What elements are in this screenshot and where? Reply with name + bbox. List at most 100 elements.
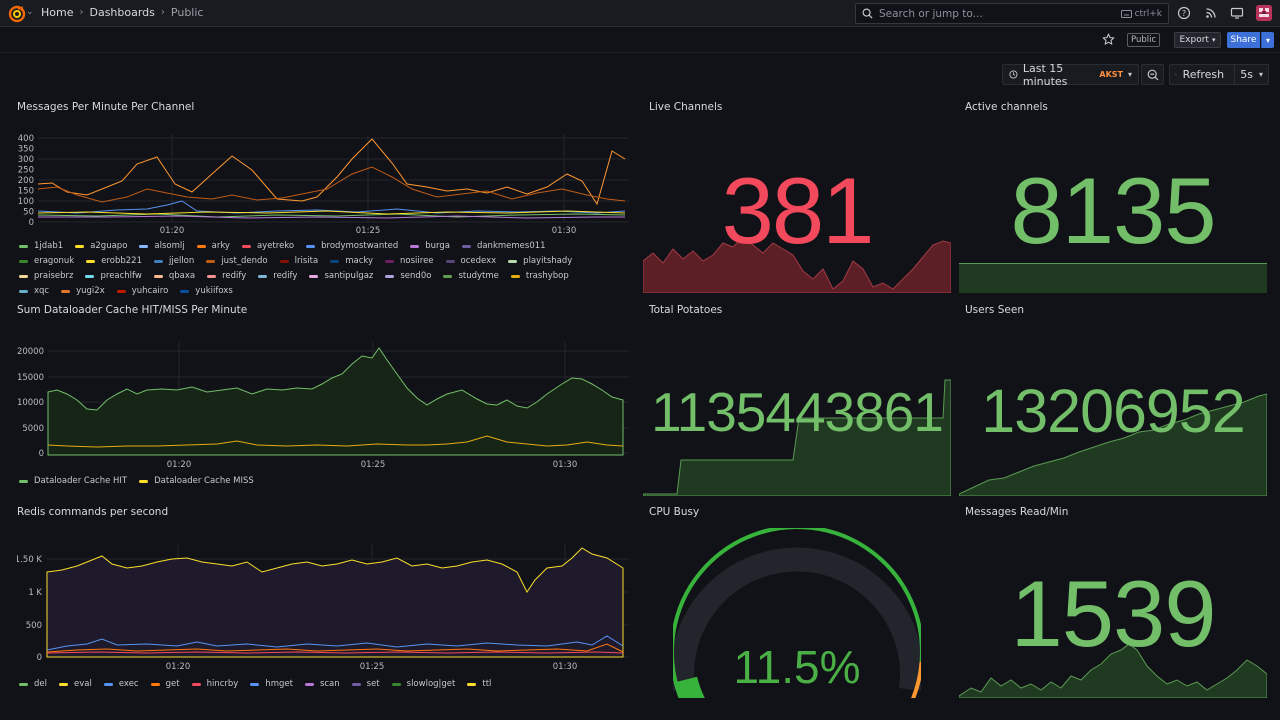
legend-item[interactable]: preachlfw bbox=[85, 271, 142, 281]
share-button[interactable]: Share bbox=[1227, 32, 1260, 48]
legend-item[interactable]: hmget bbox=[250, 679, 293, 689]
star-icon[interactable] bbox=[1102, 33, 1115, 46]
y-tick: 300 bbox=[18, 155, 34, 165]
legend-label: xqc bbox=[34, 286, 50, 296]
export-button[interactable]: Export ▾ bbox=[1174, 32, 1221, 48]
legend-label: preachlfw bbox=[100, 271, 142, 281]
clock-icon bbox=[1009, 70, 1018, 79]
legend-item[interactable]: ayetreko bbox=[241, 241, 294, 251]
legend-item[interactable]: jjellon bbox=[154, 256, 194, 266]
panel-total-potatoes[interactable]: Total Potatoes 1135443861 bbox=[643, 304, 951, 496]
legend-item[interactable]: nosiiree bbox=[385, 256, 434, 266]
panel-title: Messages Read/Min bbox=[965, 506, 1069, 518]
monitor-icon[interactable] bbox=[1230, 6, 1244, 20]
cpu-gauge bbox=[673, 528, 921, 698]
y-tick: 400 bbox=[18, 134, 34, 144]
chevron-down-icon[interactable]: ⌄ bbox=[26, 7, 34, 17]
legend-item[interactable]: exec bbox=[103, 679, 139, 689]
gauge-fill bbox=[673, 676, 705, 698]
y-tick: 0 bbox=[37, 653, 42, 663]
x-tick: 01:30 bbox=[553, 460, 578, 470]
panel-cpu-busy[interactable]: CPU Busy 11.5% bbox=[643, 506, 951, 698]
legend-label: yukiifoxs bbox=[195, 286, 233, 296]
legend-item[interactable]: del bbox=[19, 679, 47, 689]
rss-icon[interactable] bbox=[1204, 6, 1218, 20]
legend-item[interactable]: ocedexx bbox=[445, 256, 496, 266]
legend-item[interactable]: yukiifoxs bbox=[180, 286, 233, 296]
legend-item[interactable]: eragonuk bbox=[19, 256, 74, 266]
breadcrumb-dashboards[interactable]: Dashboards bbox=[89, 6, 155, 19]
legend-swatch bbox=[19, 289, 28, 293]
refresh-interval[interactable]: 5s bbox=[1240, 68, 1253, 81]
gridlines bbox=[38, 134, 629, 223]
legend-item[interactable]: brodymostwanted bbox=[306, 241, 398, 251]
legend-item[interactable]: arky bbox=[196, 241, 230, 251]
legend-item[interactable]: playitshady bbox=[508, 256, 572, 266]
legend-item[interactable]: Dataloader Cache MISS bbox=[139, 476, 254, 486]
chart-legend: del eval exec get hincrby hmget scan set slowlog… bbox=[19, 679, 619, 689]
avatar[interactable] bbox=[1256, 5, 1272, 21]
legend-item[interactable]: macky bbox=[330, 256, 373, 266]
legend-item[interactable]: xqc bbox=[19, 286, 49, 296]
legend-label: redify bbox=[222, 271, 247, 281]
breadcrumb-home[interactable]: Home bbox=[41, 6, 74, 19]
legend-item[interactable]: studytme bbox=[443, 271, 499, 281]
legend-swatch bbox=[385, 274, 395, 278]
legend-item[interactable]: yugi2x bbox=[61, 286, 105, 296]
share-menu-button[interactable]: ▾ bbox=[1261, 32, 1274, 48]
legend-item[interactable]: redify bbox=[207, 271, 246, 281]
legend-item[interactable]: set bbox=[351, 679, 380, 689]
legend-item[interactable]: send0o bbox=[385, 271, 431, 281]
legend-item[interactable]: lrisita bbox=[279, 256, 318, 266]
legend-item[interactable]: redify bbox=[258, 271, 297, 281]
redis-timeseries-chart[interactable]: 1.50 K 1 K 500 0 01:20 01:25 01:30 bbox=[17, 544, 629, 674]
legend-label: slowlog|get bbox=[406, 679, 456, 689]
sparkline-area bbox=[643, 236, 951, 293]
legend-item[interactable]: burga bbox=[410, 241, 450, 251]
cache-timeseries-chart[interactable]: 20000 15000 10000 5000 0 01:20 01:25 01:… bbox=[17, 342, 629, 472]
series-line bbox=[37, 213, 626, 218]
series-line-hincrby bbox=[46, 651, 624, 654]
legend-item[interactable]: praisebrz bbox=[19, 271, 73, 281]
zoom-out-button[interactable] bbox=[1141, 64, 1164, 85]
chevron-down-icon: ▾ bbox=[1127, 70, 1132, 79]
gauge-threshold-green bbox=[673, 528, 921, 698]
sparkline bbox=[643, 379, 951, 496]
legend-swatch bbox=[19, 682, 28, 686]
legend-item[interactable]: erobb221 bbox=[86, 256, 142, 266]
legend-item[interactable]: santipulgaz bbox=[309, 271, 373, 281]
legend-item[interactable]: get bbox=[150, 679, 180, 689]
panel-title: CPU Busy bbox=[649, 506, 700, 518]
panel-active-channels[interactable]: Active channels 8135 bbox=[959, 101, 1267, 293]
y-tick: 100 bbox=[18, 197, 34, 207]
user-avatar-icon bbox=[1256, 5, 1272, 21]
messages-timeseries-chart[interactable]: 400 350 300 250 200 150 100 50 0 01:20 0… bbox=[17, 129, 629, 239]
refresh-button[interactable]: Refresh 5s ▾ bbox=[1169, 64, 1269, 85]
legend-item[interactable]: Dataloader Cache HIT bbox=[19, 476, 127, 486]
legend-item[interactable]: hincrby bbox=[191, 679, 238, 689]
legend-item[interactable]: a2guapo bbox=[75, 241, 127, 251]
panel-messages-read-min[interactable]: Messages Read/Min 1539 bbox=[959, 506, 1267, 698]
legend-item[interactable]: dankmemes011 bbox=[461, 241, 546, 251]
legend-item[interactable]: alsomlj bbox=[139, 241, 185, 251]
search-input[interactable]: Search or jump to... ctrl+k bbox=[855, 3, 1169, 24]
legend-item[interactable]: 1jdab1 bbox=[19, 241, 63, 251]
legend-item[interactable]: qbaxa bbox=[153, 271, 195, 281]
legend-item[interactable]: slowlog|get bbox=[391, 679, 456, 689]
panel-redis-commands[interactable]: Redis commands per second 1.50 K 1 K 500… bbox=[17, 506, 629, 696]
y-tick: 15000 bbox=[17, 373, 44, 383]
legend-item[interactable]: trashybop bbox=[510, 271, 569, 281]
panel-dataloader-cache[interactable]: Sum Dataloader Cache HIT/MISS Per Minute… bbox=[17, 304, 629, 489]
legend-item[interactable]: eval bbox=[59, 679, 92, 689]
legend-label: studytme bbox=[458, 271, 499, 281]
legend-item[interactable]: just_dendo bbox=[206, 256, 268, 266]
help-icon[interactable]: ? bbox=[1177, 6, 1191, 20]
legend-item[interactable]: scan bbox=[304, 679, 340, 689]
legend-item[interactable]: ttl bbox=[467, 679, 491, 689]
panel-live-channels[interactable]: Live Channels 381 bbox=[643, 101, 951, 293]
time-range-picker[interactable]: Last 15 minutes AKST ▾ bbox=[1002, 62, 1139, 88]
grafana-logo-icon[interactable] bbox=[8, 5, 26, 23]
legend-item[interactable]: yuhcairo bbox=[116, 286, 168, 296]
panel-messages-per-minute[interactable]: Messages Per Minute Per Channel 400 350 … bbox=[17, 101, 629, 296]
panel-users-seen[interactable]: Users Seen 13206952 bbox=[959, 304, 1267, 496]
